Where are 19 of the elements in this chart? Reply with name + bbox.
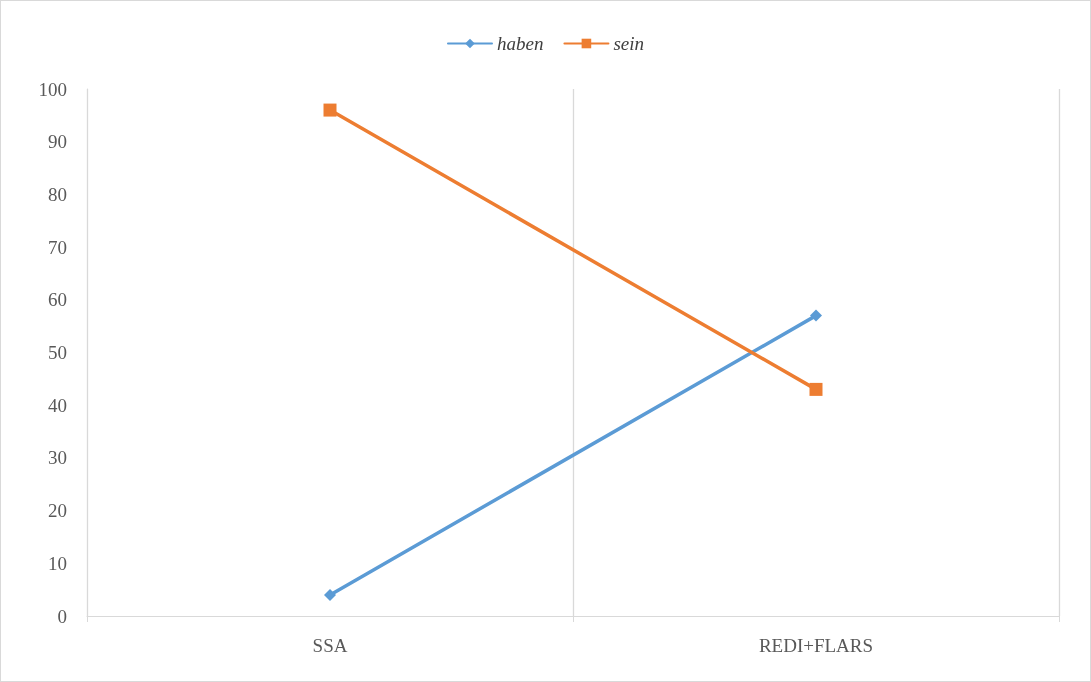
y-tick-label: 60 bbox=[48, 289, 67, 311]
y-tick-label: 20 bbox=[48, 500, 67, 522]
y-tick-label: 30 bbox=[48, 447, 67, 469]
legend-label: sein bbox=[613, 33, 645, 54]
point bbox=[810, 309, 822, 322]
y-tick-label: 0 bbox=[57, 605, 67, 627]
x-tick-label: REDI+FLARS bbox=[758, 635, 874, 656]
y-tick-label: 100 bbox=[38, 78, 67, 100]
legend-label: haben bbox=[496, 33, 544, 54]
point bbox=[324, 588, 336, 601]
y-tick-label: 90 bbox=[48, 131, 67, 153]
x-tick-label: SSA bbox=[312, 635, 348, 656]
y-tick-label: 80 bbox=[48, 183, 67, 205]
y-tick-label: 50 bbox=[48, 342, 67, 363]
y-tick-label: 70 bbox=[48, 236, 67, 258]
y-tick-label: 40 bbox=[48, 394, 67, 416]
y-tick-label: 10 bbox=[48, 552, 67, 574]
point bbox=[323, 103, 337, 117]
point bbox=[809, 382, 823, 396]
